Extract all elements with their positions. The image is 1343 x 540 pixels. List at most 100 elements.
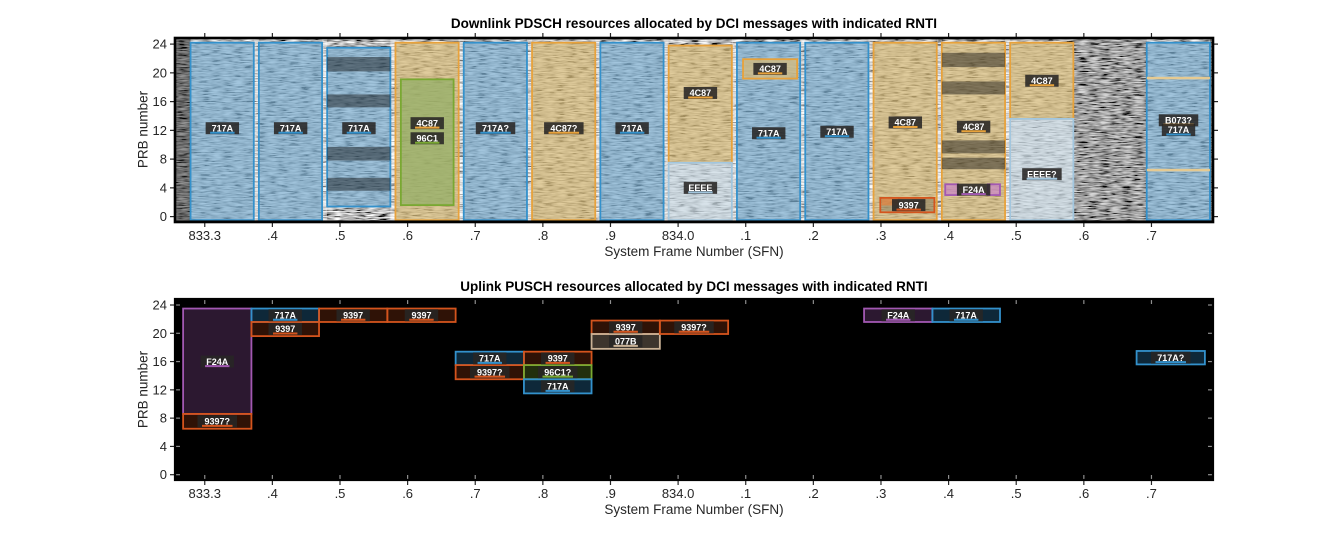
rnti-label: 717A bbox=[621, 123, 643, 133]
rnti-label-bg bbox=[342, 122, 376, 135]
y-tick-label: 24 bbox=[153, 37, 167, 52]
y-tick-label: 24 bbox=[153, 298, 167, 313]
allocation-region bbox=[881, 198, 898, 206]
uplink-pusch-chart: 833.3 .4 .5 .6 .7 .8 .9 834.0 .1 .2 .3 .4 .5 .6 .7 0 4 8 1… bbox=[153, 297, 1215, 501]
rnti-label-bg bbox=[541, 352, 575, 365]
rnti-label: 717A bbox=[826, 127, 848, 137]
grid-shading bbox=[800, 38, 806, 222]
rnti-label: 4C87 bbox=[895, 118, 917, 128]
rnti-label-bg bbox=[268, 323, 302, 336]
rnti-label: F24A bbox=[887, 310, 910, 320]
rnti-label-bg bbox=[200, 355, 234, 368]
x-tick-label: .4 bbox=[267, 228, 278, 243]
rnti-label: 9397? bbox=[204, 417, 230, 427]
grid-shading bbox=[1209, 38, 1213, 222]
y-tick-label: 20 bbox=[153, 326, 167, 341]
downlink-pdsch-chart: 833.3 .4 .5 .6 .7 .8 .9 834.0 .1 .2 .3 .4 .5 .6 .7 0 4 8 1… bbox=[153, 33, 1218, 243]
x-tick-label: .3 bbox=[876, 228, 887, 243]
downlink-xaxis-label: System Frame Number (SFN) bbox=[604, 244, 784, 259]
x-tick-label: .5 bbox=[1011, 486, 1022, 501]
noise-band bbox=[941, 52, 1006, 68]
rnti-label: 4C87 bbox=[1031, 76, 1053, 86]
rnti-label-bg bbox=[268, 309, 302, 322]
rnti-label-bg bbox=[1150, 351, 1191, 364]
rnti-label-bg bbox=[537, 366, 578, 379]
rnti-label: 4C87? bbox=[550, 123, 577, 133]
rnti-label: 96C1 bbox=[416, 133, 438, 143]
x-tick-label: .2 bbox=[808, 228, 819, 243]
x-tick-label: 833.3 bbox=[188, 486, 221, 501]
rnti-label: 9397 bbox=[899, 200, 919, 210]
allocation-region-F24A bbox=[182, 307, 253, 415]
y-tick-label: 0 bbox=[160, 209, 167, 224]
x-tick-label: .7 bbox=[1146, 228, 1157, 243]
x-tick-label: .2 bbox=[808, 486, 819, 501]
x-tick-label: .7 bbox=[470, 486, 481, 501]
plot-frame bbox=[173, 36, 1215, 224]
rnti-label-bg bbox=[410, 117, 444, 130]
rnti-label: 9397 bbox=[616, 322, 636, 332]
rnti-label-bg bbox=[1022, 168, 1062, 181]
rnti-label: 9397? bbox=[681, 322, 707, 332]
rnti-label-bg bbox=[1161, 124, 1196, 136]
y-tick-label: 4 bbox=[160, 180, 167, 195]
rnti-label: 4C87 bbox=[963, 122, 985, 132]
rnti-label: 717A bbox=[212, 123, 234, 133]
allocation-region-4C87 bbox=[667, 44, 733, 164]
grid-shading bbox=[595, 38, 601, 222]
y-tick-label: 16 bbox=[153, 354, 167, 369]
noise-band bbox=[941, 157, 1006, 170]
noise-band bbox=[327, 177, 391, 191]
grid-shading bbox=[1005, 38, 1011, 222]
y-tick-label: 20 bbox=[153, 65, 167, 80]
rnti-label-bg bbox=[205, 122, 240, 135]
rnti-label: 717A? bbox=[482, 123, 509, 133]
x-tick-label: .6 bbox=[1078, 486, 1089, 501]
rnti-label-bg bbox=[683, 86, 718, 99]
uplink-chart-title: Uplink PUSCH resources allocated by DCI … bbox=[460, 279, 928, 294]
rnti-label-bg bbox=[683, 181, 718, 194]
y-tick-label: 4 bbox=[160, 439, 167, 454]
x-tick-label: 834.0 bbox=[662, 486, 695, 501]
rnti-label: 4C87 bbox=[416, 118, 438, 128]
rnti-label-bg bbox=[544, 122, 584, 135]
rnti-label-bg bbox=[1158, 114, 1199, 127]
allocation-region-F24A bbox=[944, 183, 959, 196]
rnti-label: 9397 bbox=[343, 310, 363, 320]
rnti-label: 717A? bbox=[1157, 353, 1184, 363]
grid-shading bbox=[175, 38, 191, 222]
rnti-label-bg bbox=[475, 122, 516, 135]
x-tick-label: .6 bbox=[1078, 228, 1089, 243]
grid-shading bbox=[390, 38, 396, 222]
x-tick-label: .6 bbox=[402, 486, 413, 501]
rnti-label: B073? bbox=[1165, 115, 1192, 125]
rnti-label-bg bbox=[273, 122, 308, 135]
rnti-label: 4C87 bbox=[690, 88, 712, 98]
rnti-label: 077B bbox=[615, 337, 637, 347]
x-tick-label: .4 bbox=[267, 486, 278, 501]
rnti-label-bg bbox=[615, 122, 649, 135]
x-tick-label: .3 bbox=[876, 486, 887, 501]
rnti-label-bg bbox=[1025, 74, 1059, 87]
allocation-region-717A bbox=[599, 41, 665, 222]
rnti-label-bg bbox=[949, 309, 983, 322]
plot-area bbox=[175, 38, 1213, 222]
x-tick-label: .4 bbox=[943, 486, 954, 501]
noise-band bbox=[327, 146, 391, 161]
x-tick-label: .8 bbox=[537, 486, 548, 501]
rnti-label: EEEE? bbox=[1027, 169, 1057, 179]
x-tick-label: .5 bbox=[335, 486, 346, 501]
rnti-label-bg bbox=[336, 309, 370, 322]
rnti-label: 717A bbox=[348, 123, 370, 133]
rnti-label-bg bbox=[404, 309, 439, 322]
grid-shading bbox=[1073, 38, 1147, 222]
rnti-label-bg bbox=[881, 309, 915, 322]
noise-band bbox=[941, 140, 1006, 154]
rnti-label-bg bbox=[892, 199, 926, 212]
x-tick-label: .1 bbox=[740, 486, 751, 501]
x-tick-label: .1 bbox=[740, 228, 751, 243]
rnti-label-bg bbox=[541, 380, 575, 393]
plot-frame bbox=[173, 297, 1215, 482]
